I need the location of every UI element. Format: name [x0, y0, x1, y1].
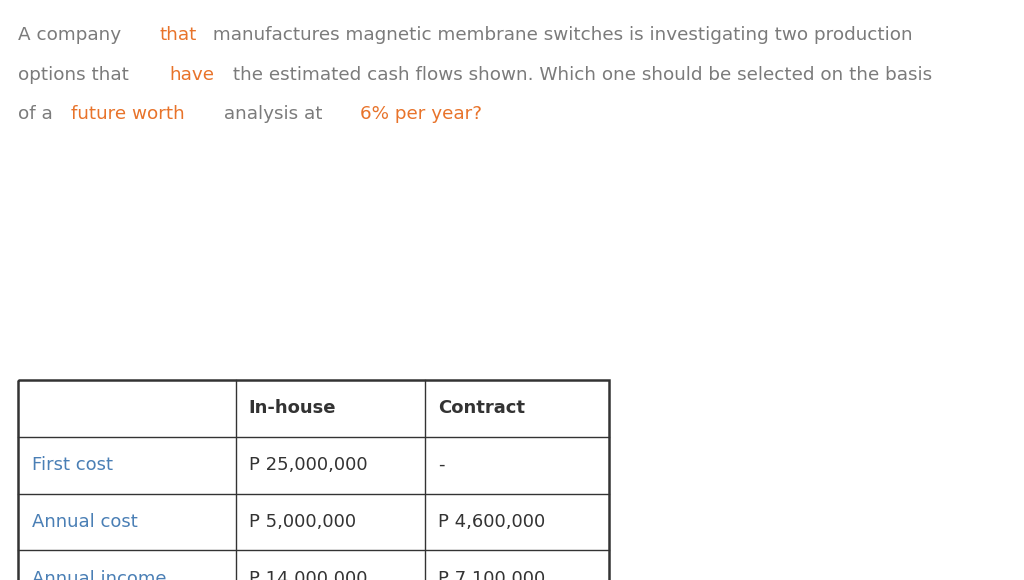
- Text: options that: options that: [18, 66, 135, 84]
- Text: P 4,600,000: P 4,600,000: [438, 513, 546, 531]
- Text: that: that: [159, 26, 197, 44]
- Text: future worth: future worth: [71, 105, 184, 123]
- Text: have: have: [169, 66, 214, 84]
- Text: P 5,000,000: P 5,000,000: [249, 513, 356, 531]
- Text: Contract: Contract: [438, 399, 525, 418]
- Text: P 25,000,000: P 25,000,000: [249, 456, 368, 474]
- Text: First cost: First cost: [32, 456, 113, 474]
- Text: of a: of a: [18, 105, 59, 123]
- Text: P 14,000,000: P 14,000,000: [249, 570, 368, 580]
- Text: manufactures magnetic membrane switches is investigating two production: manufactures magnetic membrane switches …: [207, 26, 913, 44]
- Text: the estimated cash flows shown. Which one should be selected on the basis: the estimated cash flows shown. Which on…: [227, 66, 932, 84]
- Text: -: -: [438, 456, 444, 474]
- Text: In-house: In-house: [249, 399, 336, 418]
- Text: P 7,100,000: P 7,100,000: [438, 570, 546, 580]
- Text: 6% per year?: 6% per year?: [360, 105, 482, 123]
- Text: Annual income: Annual income: [32, 570, 166, 580]
- Text: A company: A company: [18, 26, 127, 44]
- Text: Annual cost: Annual cost: [32, 513, 137, 531]
- Text: analysis at: analysis at: [218, 105, 328, 123]
